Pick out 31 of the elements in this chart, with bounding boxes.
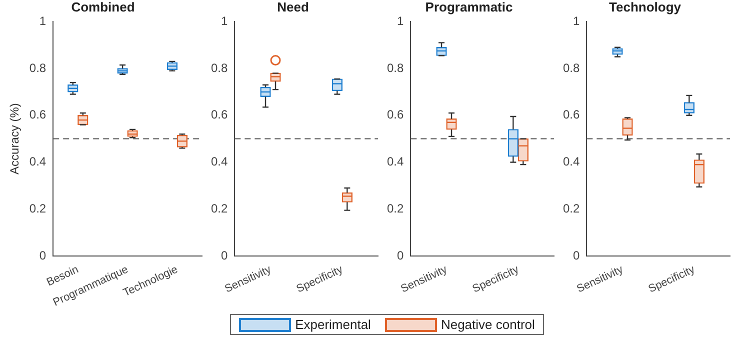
y-tick-label: 0.4 (562, 154, 580, 169)
y-tick-label: 0.2 (29, 201, 46, 216)
y-tick-label: 0.6 (29, 108, 46, 122)
y-tick-label: 0.6 (562, 108, 580, 122)
y-tick-label: 1 (39, 14, 46, 28)
y-tick-label: 0.2 (386, 201, 404, 216)
y-tick-label: 0.8 (210, 60, 228, 75)
y-tick-label: 1 (220, 14, 228, 28)
text: Experimental (295, 317, 371, 332)
y-tick-label: 0.6 (386, 108, 404, 122)
chart-title: Technology (609, 0, 682, 14)
y-tick-label: 0.8 (386, 60, 404, 75)
y-tick-label: 0.4 (386, 154, 404, 169)
y-tick-label: 0 (572, 248, 580, 262)
chart-title: Programmatic (425, 0, 513, 14)
y-tick-label: 1 (572, 14, 580, 28)
text: Negative control (440, 317, 535, 332)
y-tick-label: 0.6 (210, 108, 228, 122)
y-tick-label: 0 (39, 248, 46, 262)
y-axis-title: Accuracy (%) (8, 103, 22, 174)
y-tick-label: 0.2 (562, 201, 580, 216)
y-tick-label: 0.2 (210, 201, 228, 216)
y-tick-label: 0.8 (29, 60, 46, 75)
y-tick-label: 0 (220, 248, 228, 262)
y-tick-label: 0 (396, 248, 404, 262)
chart-title: Combined (71, 0, 135, 14)
y-tick-label: 0.4 (210, 154, 228, 169)
y-tick-label: 0.4 (29, 154, 46, 169)
chart-title: Need (277, 0, 309, 14)
y-tick-label: 1 (396, 14, 404, 28)
y-tick-label: 0.8 (562, 60, 580, 75)
